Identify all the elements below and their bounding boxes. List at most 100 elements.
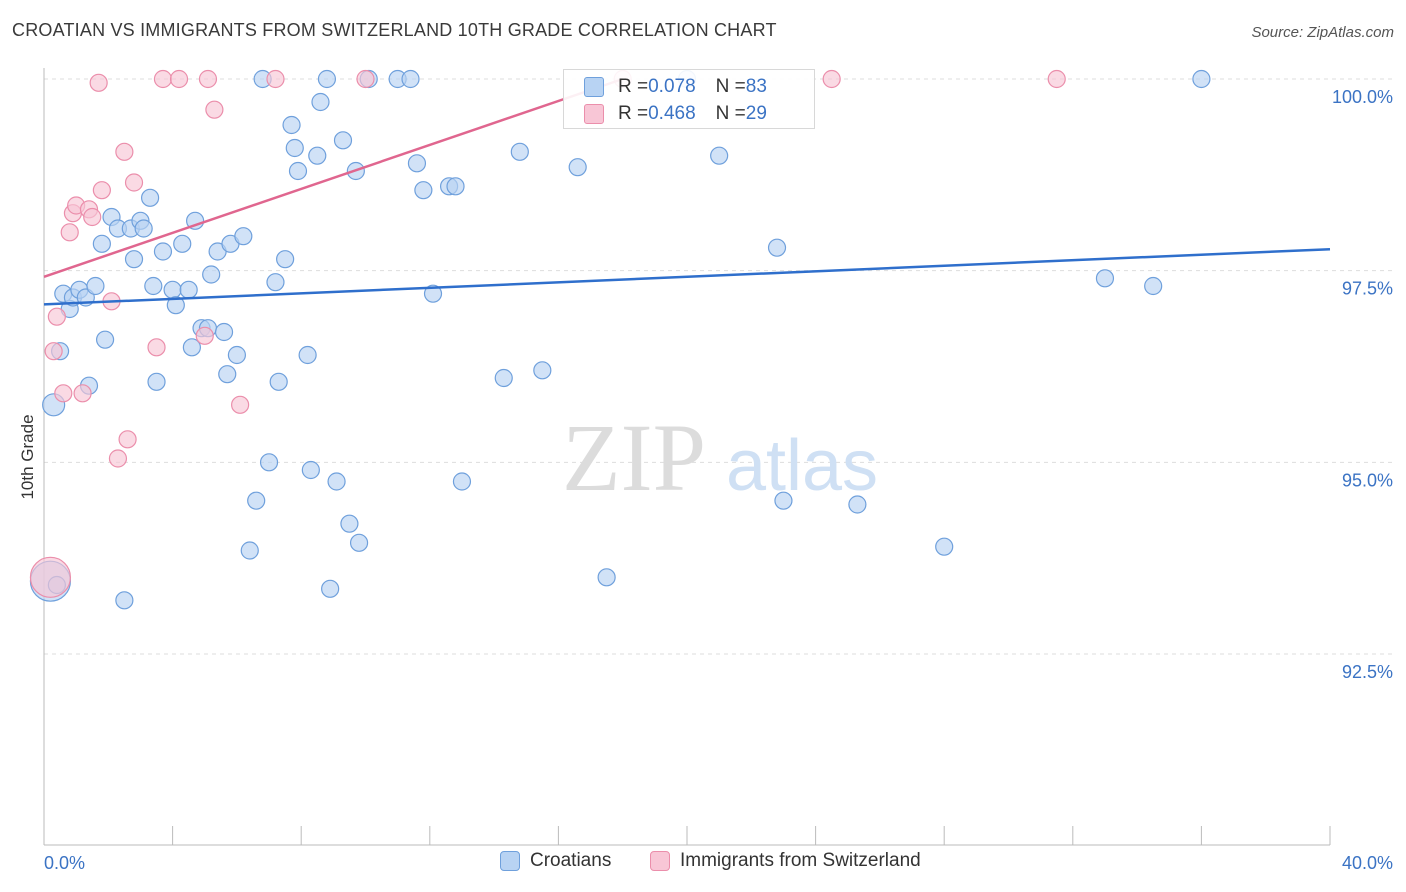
croatian-point bbox=[298, 345, 317, 365]
croatian-point bbox=[140, 188, 160, 207]
switzerland-point bbox=[29, 556, 72, 598]
legend-item-switzerland[interactable]: Immigrants from Switzerland bbox=[650, 850, 921, 872]
croatian-point bbox=[494, 368, 513, 388]
croatian-point bbox=[147, 372, 166, 391]
croatian-point bbox=[166, 296, 185, 315]
croatian-point bbox=[1144, 276, 1163, 296]
croatian-point bbox=[308, 146, 327, 165]
legend-label: Immigrants from Switzerland bbox=[680, 850, 921, 871]
y-tick-label: 100.0% bbox=[1332, 87, 1393, 107]
r-value: 0.468 bbox=[648, 103, 696, 124]
switzerland-point bbox=[118, 430, 137, 449]
croatian-point bbox=[333, 131, 353, 150]
y-tick-label: 92.5% bbox=[1342, 662, 1393, 682]
y-tick-label: 95.0% bbox=[1342, 470, 1393, 490]
switzerland-point bbox=[205, 100, 224, 119]
croatian-point bbox=[173, 234, 192, 253]
switzerland-point bbox=[83, 207, 102, 227]
croatian-point bbox=[269, 372, 288, 391]
croatian-point bbox=[510, 142, 529, 161]
croatian-point bbox=[321, 579, 340, 598]
switzerland-point bbox=[822, 69, 841, 89]
switzerland-point bbox=[124, 173, 144, 192]
watermark-atlas: atlas bbox=[726, 426, 878, 506]
n-label: N = bbox=[715, 103, 746, 124]
croatian-point bbox=[92, 234, 111, 253]
switzerland-point bbox=[266, 69, 285, 89]
legend-item-croatians[interactable]: Croatians bbox=[500, 850, 611, 872]
croatian-point bbox=[259, 453, 279, 472]
legend-swatch-pink bbox=[650, 851, 670, 871]
croatian-point bbox=[282, 115, 301, 135]
croatian-point bbox=[340, 514, 359, 533]
croatian-point bbox=[774, 491, 793, 510]
croatian-point bbox=[214, 322, 234, 342]
switzerland-point bbox=[47, 307, 66, 326]
switzerland-point bbox=[44, 342, 63, 361]
croatian-point bbox=[349, 533, 369, 552]
switzerland-point bbox=[231, 395, 250, 414]
switzerland-point bbox=[195, 326, 214, 345]
switzerland-point bbox=[89, 73, 108, 92]
croatian-point bbox=[186, 211, 205, 230]
croatian-point bbox=[1192, 69, 1211, 89]
croatian-point bbox=[288, 161, 308, 181]
n-value: 83 bbox=[745, 76, 767, 97]
n-value: 29 bbox=[745, 103, 767, 124]
croatian-point bbox=[414, 181, 433, 200]
croatian-point bbox=[153, 242, 173, 261]
croatian-point bbox=[115, 591, 134, 610]
switzerland-point bbox=[54, 384, 73, 403]
croatian-point bbox=[407, 154, 427, 173]
croatian-point bbox=[848, 495, 867, 514]
croatian-point bbox=[182, 338, 201, 357]
r-value: 0.078 bbox=[648, 76, 696, 97]
watermark-zip: ZIP bbox=[562, 404, 706, 511]
switzerland-point bbox=[147, 338, 166, 357]
croatian-point bbox=[266, 273, 285, 292]
croatian-point bbox=[285, 138, 304, 158]
blue-swatch bbox=[584, 77, 604, 97]
switzerland-point bbox=[1047, 69, 1066, 89]
gridlines bbox=[44, 78, 1392, 655]
croatian-point bbox=[218, 365, 237, 384]
croatian-point bbox=[710, 146, 729, 165]
switzerland-point bbox=[108, 449, 128, 468]
croatian-point bbox=[401, 69, 420, 89]
switzerland-point bbox=[115, 142, 134, 161]
switzerland-point bbox=[198, 69, 218, 89]
croatian-point bbox=[163, 280, 182, 299]
croatian-point bbox=[452, 472, 472, 491]
stats-row-switzerland: R = 0.468 N = 29 bbox=[584, 101, 767, 127]
croatian-point bbox=[227, 345, 246, 365]
croatian-point bbox=[202, 265, 221, 284]
croatian-point bbox=[311, 92, 330, 112]
x-tick-label: 40.0% bbox=[1342, 853, 1393, 873]
source-credit: Source: ZipAtlas.com bbox=[1251, 24, 1394, 41]
switzerland-point bbox=[356, 69, 375, 89]
data-points bbox=[29, 69, 1211, 610]
y-tick-label: 97.5% bbox=[1342, 279, 1393, 299]
croatian-point bbox=[179, 280, 198, 299]
croatian-point bbox=[935, 537, 954, 556]
croatian-point bbox=[327, 472, 346, 491]
croatian-point bbox=[597, 568, 616, 587]
croatian-point bbox=[767, 238, 787, 257]
y-axis-title: 10th Grade bbox=[18, 414, 37, 499]
croatian-trend-line bbox=[43, 247, 1331, 306]
trend-lines bbox=[43, 77, 1331, 306]
croatian-point bbox=[423, 284, 443, 303]
croatian-point bbox=[124, 250, 144, 269]
watermark: ZIP atlas bbox=[562, 404, 878, 511]
croatian-point bbox=[533, 361, 552, 380]
croatian-point bbox=[301, 460, 320, 480]
croatian-point bbox=[134, 219, 153, 238]
croatian-point bbox=[95, 330, 115, 349]
stats-legend: R = 0.078 N = 83 R = 0.468 N = 29 bbox=[563, 69, 815, 129]
axes bbox=[43, 68, 1331, 846]
chart-title: CROATIAN VS IMMIGRANTS FROM SWITZERLAND … bbox=[12, 20, 777, 40]
n-label: N = bbox=[715, 76, 746, 97]
switzerland-trend-line bbox=[43, 77, 624, 278]
croatian-point bbox=[86, 276, 105, 296]
